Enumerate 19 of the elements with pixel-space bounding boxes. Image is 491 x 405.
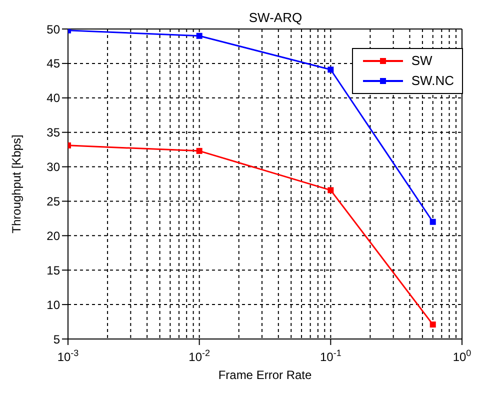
y-tick-label: 35 <box>46 126 60 140</box>
x-tick-label: 10$^{-1}$ <box>320 348 342 364</box>
y-tick-label: 15 <box>46 263 60 278</box>
y-tick-label: 25 <box>46 194 60 208</box>
y-tick-label: 45 <box>46 56 60 71</box>
chart-title: SW-ARQ <box>248 10 304 25</box>
y-tick-label: 5 <box>53 332 60 346</box>
y-tick-label: 10 <box>46 298 60 312</box>
x-tick-label: 10$^{-3}$ <box>57 348 79 364</box>
y-tick-label: 50 <box>46 22 60 36</box>
x-tick-label: 10$^{0}$ <box>452 348 472 364</box>
legend-label: SW.NC <box>411 72 454 90</box>
legend-label: SW <box>411 52 432 70</box>
y-tick-label: 40 <box>46 91 60 106</box>
y-tick-label: 30 <box>46 160 60 174</box>
y-tick-label: 20 <box>46 228 60 243</box>
x-axis-title: Frame Error Rate <box>218 368 312 382</box>
x-tick-label: 10$^{-2}$ <box>188 348 210 364</box>
y-axis-title: Throughput [Kbps] <box>9 134 24 234</box>
